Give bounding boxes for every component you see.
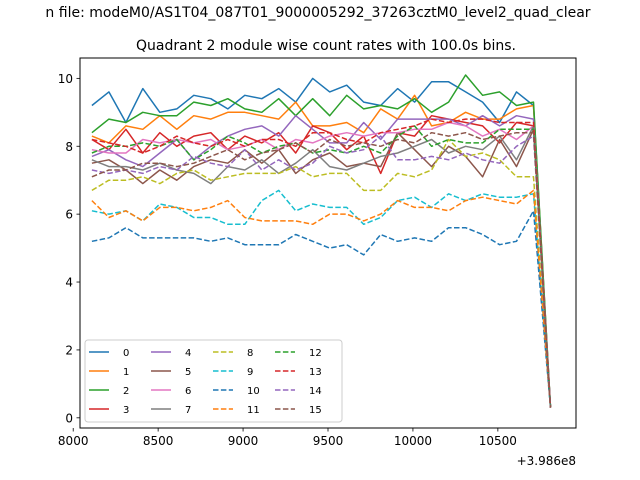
legend-label-14: 14	[309, 386, 322, 397]
y-tick-label: 10	[58, 72, 73, 86]
legend-label-3: 3	[123, 405, 129, 416]
legend-label-2: 2	[123, 386, 129, 397]
legend-label-12: 12	[309, 348, 322, 359]
legend-label-7: 7	[185, 405, 191, 416]
legend-label-0: 0	[123, 348, 129, 359]
x-tick-label: 8500	[143, 434, 174, 448]
legend-label-15: 15	[309, 405, 322, 416]
legend-label-10: 10	[247, 386, 260, 397]
legend-label-5: 5	[185, 367, 191, 378]
figure-suptitle: n file: modeM0/AS1T04_087T01_9000005292_…	[45, 5, 590, 21]
plot-area	[91, 74, 552, 408]
series-line-8	[91, 138, 552, 408]
series-line-2	[91, 74, 552, 408]
legend-box	[84, 339, 343, 423]
legend-label-4: 4	[185, 348, 191, 359]
y-tick-label: 4	[65, 276, 73, 290]
x-offset-label: +3.986e8	[517, 454, 576, 468]
y-tick-label: 0	[65, 411, 73, 425]
y-tick-label: 8	[65, 140, 73, 154]
series-line-3	[91, 114, 552, 408]
series-line-15	[91, 131, 552, 408]
legend-label-8: 8	[247, 348, 253, 359]
series-line-1	[91, 94, 552, 408]
legend-label-13: 13	[309, 367, 322, 378]
x-tick-label: 9000	[228, 434, 259, 448]
legend-label-9: 9	[247, 367, 253, 378]
x-axis: 8000 8500 9000 9500 10000 10500	[58, 428, 517, 448]
x-tick-label: 10000	[394, 434, 432, 448]
series-line-10	[91, 210, 552, 408]
series-line-0	[91, 77, 552, 408]
chart-title: Quadrant 2 module wise count rates with …	[136, 38, 516, 54]
series-line-11	[91, 189, 552, 408]
series-line-13	[91, 118, 552, 408]
series-line-14	[91, 135, 552, 408]
x-tick-label: 9500	[313, 434, 344, 448]
legend-label-1: 1	[123, 367, 129, 378]
legend-label-6: 6	[185, 386, 191, 397]
y-tick-label: 2	[65, 343, 73, 357]
series-line-4	[91, 114, 552, 408]
y-axis: 0 2 4 6 8 10	[58, 72, 80, 425]
series-line-5	[91, 128, 552, 408]
series-line-7	[91, 125, 552, 408]
y-tick-label: 6	[65, 208, 73, 222]
series-line-12	[91, 125, 552, 408]
x-tick-label: 8000	[58, 434, 89, 448]
x-tick-label: 10500	[479, 434, 517, 448]
series-line-9	[91, 189, 552, 408]
legend-label-11: 11	[247, 405, 260, 416]
